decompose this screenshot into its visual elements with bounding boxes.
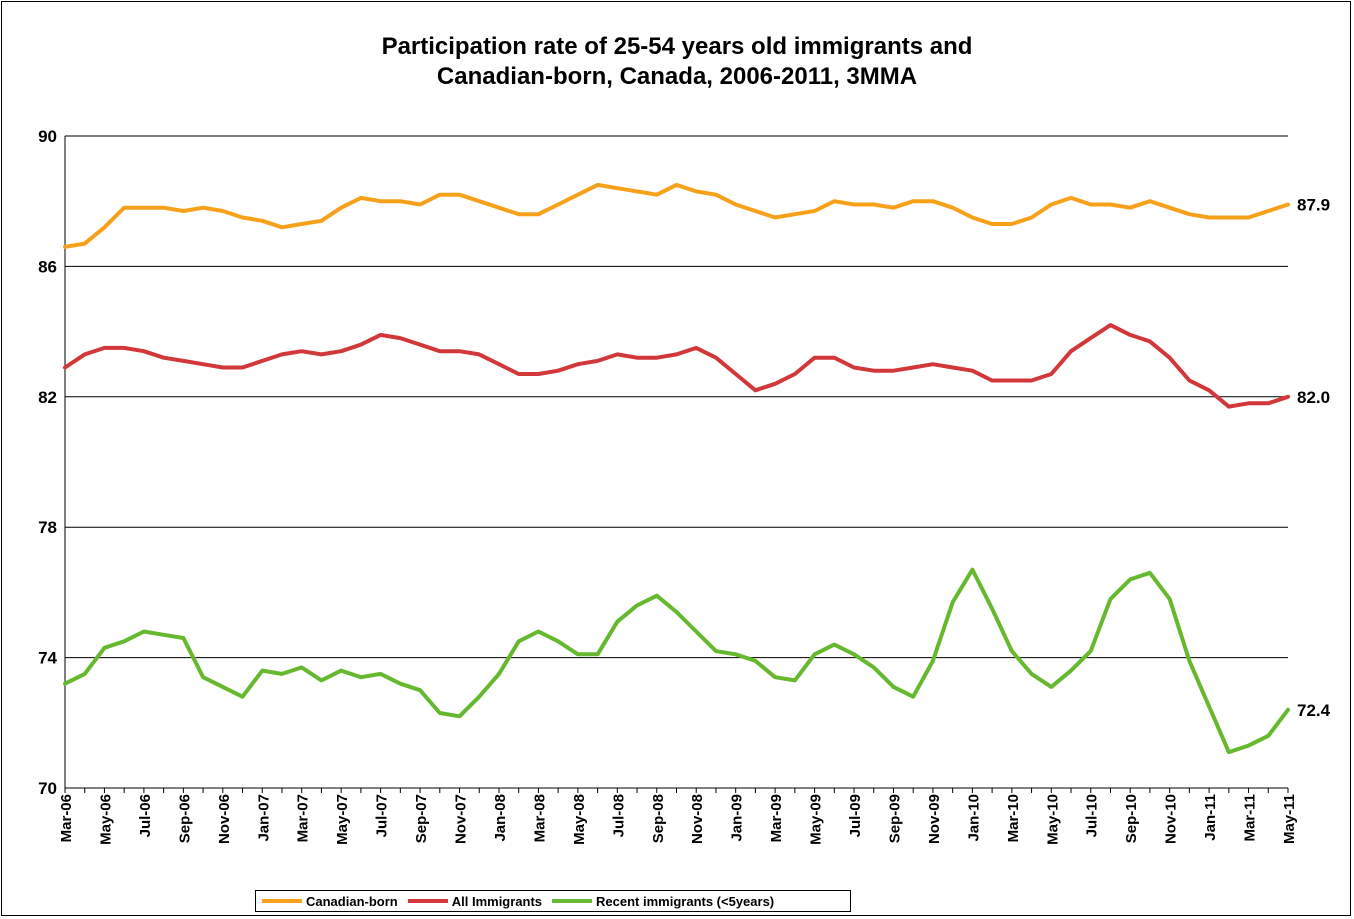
y-tick-label: 70: [38, 779, 57, 798]
legend-label-canadian-born: Canadian-born: [306, 893, 398, 909]
x-tick-label: Jul-06: [137, 794, 154, 837]
legend-swatch-recent-immigrants: [552, 899, 593, 903]
end-label-0: 87.9: [1297, 195, 1330, 214]
y-tick-label: 82: [38, 388, 57, 407]
legend-item-all-immigrants: All Immigrants: [407, 893, 543, 909]
x-tick-label: Nov-09: [926, 794, 943, 844]
x-tick-label: Jan-09: [729, 794, 746, 842]
x-tick-label: Jan-07: [255, 794, 272, 842]
series-line-2: [63, 567, 1290, 755]
x-tick-label: Nov-07: [453, 794, 470, 844]
chart-title: Participation rate of 25-54 years old im…: [381, 33, 973, 90]
legend-label-all-immigrants: All Immigrants: [451, 893, 543, 909]
x-tick-label: Sep-08: [650, 794, 667, 843]
legend-item-canadian-born: Canadian-born: [262, 894, 398, 909]
legend-item-recent-immigrants: Recent immigrants (<5years): [552, 894, 774, 909]
x-tick-label: Jul-08: [610, 794, 627, 837]
x-tick-label: Jan-11: [1202, 794, 1219, 841]
y-tick-label: 90: [38, 127, 57, 146]
x-tick-label: May-08: [571, 794, 588, 845]
x-tick-label: May-07: [334, 794, 351, 845]
x-tick-label: Nov-10: [1163, 794, 1180, 844]
end-label-2: 72.4: [1297, 701, 1331, 720]
x-tick-label: Jul-09: [847, 794, 864, 837]
series-line-0: [63, 182, 1290, 249]
x-tick-label: Jan-08: [492, 794, 509, 842]
legend-label-recent-immigrants: Recent immigrants (<5years): [596, 893, 775, 909]
series-line-1: [63, 323, 1290, 409]
x-tick-label: Jan-10: [965, 794, 982, 842]
legend-swatch-canadian-born: [262, 899, 302, 903]
end-label-1: 82.0: [1297, 388, 1330, 407]
x-tick-label: May-11: [1281, 794, 1298, 844]
x-tick-label: Mar-06: [58, 794, 75, 842]
legend: Canadian-born All Immigrants Recent immi…: [255, 890, 851, 912]
y-tick-label: 78: [38, 518, 57, 537]
x-tick-label: Mar-11: [1242, 794, 1259, 842]
y-tick-label: 74: [38, 649, 57, 668]
x-tick-label: Nov-08: [689, 794, 706, 844]
x-tick-label: May-06: [97, 794, 114, 845]
x-tick-label: Jul-10: [1084, 794, 1101, 837]
x-tick-label: Sep-06: [176, 794, 193, 843]
legend-swatch-all-immigrants: [407, 899, 448, 903]
y-tick-label: 86: [38, 257, 57, 276]
x-tick-label: May-10: [1044, 794, 1061, 845]
x-tick-label: Mar-08: [531, 794, 548, 842]
x-tick-label: Mar-10: [1005, 794, 1022, 842]
x-tick-label: Sep-07: [413, 794, 430, 843]
x-tick-label: Nov-06: [216, 794, 233, 844]
x-tick-label: Mar-09: [768, 794, 785, 842]
x-tick-label: May-09: [808, 794, 825, 845]
x-tick-label: Jul-07: [374, 794, 391, 837]
x-tick-label: Mar-07: [295, 794, 312, 842]
x-tick-label: Sep-10: [1123, 794, 1140, 843]
x-tick-label: Sep-09: [886, 794, 903, 843]
